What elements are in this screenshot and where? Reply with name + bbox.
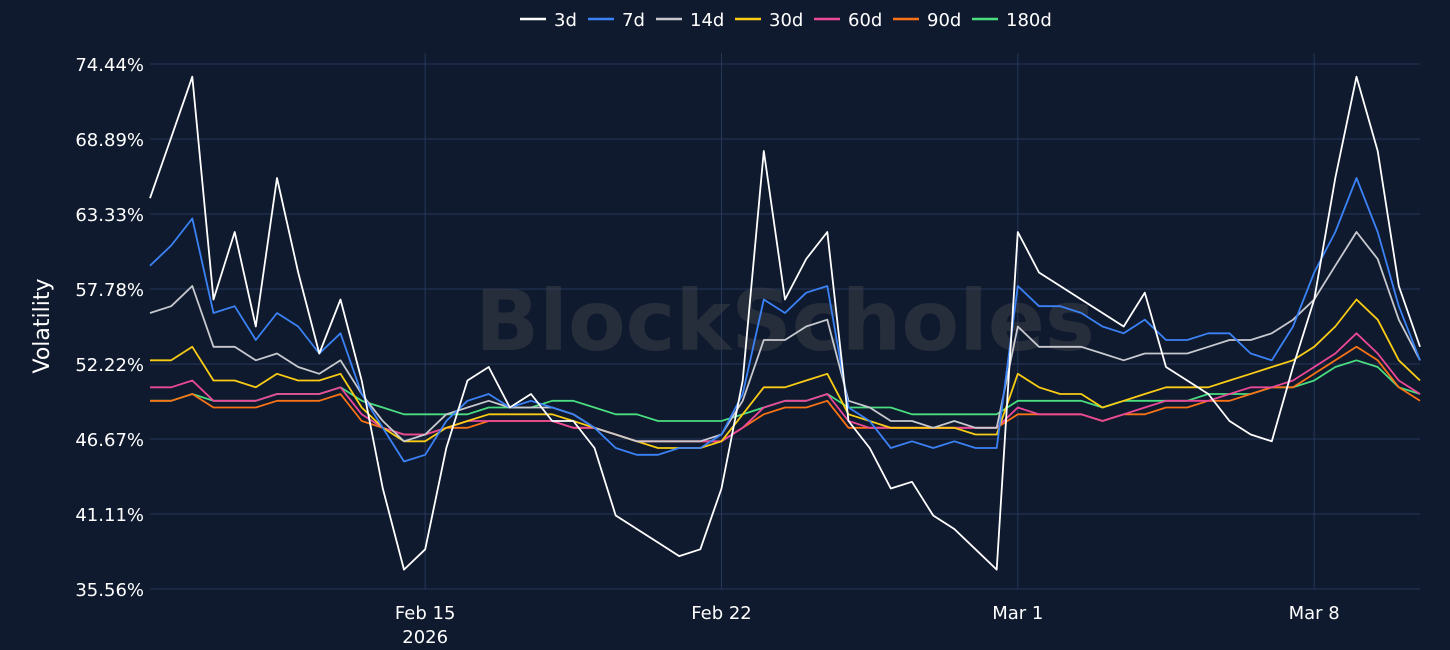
legend-label: 3d — [554, 10, 577, 31]
legend-item-7d[interactable]: 7d — [588, 10, 645, 31]
legend-item-60d[interactable]: 60d — [814, 10, 882, 31]
x-tick-labels: Feb 15 2026 Feb 22 Mar 1 Mar 8 — [395, 603, 1340, 648]
y-tick-label: 68.89% — [75, 130, 144, 151]
x-tick-label: Mar 8 — [1289, 603, 1340, 624]
legend-label: 180d — [1006, 10, 1052, 31]
x-tick-label: Feb 22 — [691, 603, 752, 624]
x-tick-label: Mar 1 — [992, 603, 1043, 624]
series-line-60d — [150, 332, 1421, 443]
y-tick-label: 52.22% — [75, 355, 144, 376]
legend-label: 30d — [769, 10, 803, 31]
y-tick-label: 74.44% — [75, 55, 144, 76]
series-line-3d — [149, 75, 1421, 571]
x-tick-sublabel: 2026 — [402, 627, 448, 648]
legend: 3d 7d 14d 30d 60d 90d 180d — [520, 10, 1052, 31]
legend-label: 90d — [927, 10, 961, 31]
series-line-7d — [149, 177, 1421, 463]
y-tick-label: 46.67% — [75, 430, 144, 451]
y-tick-label: 63.33% — [75, 205, 144, 226]
y-tick-label: 35.56% — [75, 580, 144, 601]
legend-item-30d[interactable]: 30d — [735, 10, 803, 31]
series-line-30d — [150, 298, 1421, 449]
legend-item-14d[interactable]: 14d — [656, 10, 724, 31]
legend-label: 60d — [848, 10, 882, 31]
legend-label: 14d — [690, 10, 724, 31]
y-tick-labels: 74.44% 68.89% 63.33% 57.78% 52.22% 46.67% 41.1… — [75, 55, 144, 601]
legend-item-90d[interactable]: 90d — [893, 10, 961, 31]
watermark-text: BlockScholes — [475, 272, 1095, 370]
series-lines — [149, 75, 1421, 571]
y-tick-label: 41.11% — [75, 505, 144, 526]
legend-label: 7d — [622, 10, 645, 31]
legend-item-3d[interactable]: 3d — [520, 10, 577, 31]
legend-item-180d[interactable]: 180d — [972, 10, 1052, 31]
x-tick-label: Feb 15 — [395, 603, 456, 624]
grid-lines — [150, 53, 1420, 590]
y-tick-label: 57.78% — [75, 280, 144, 301]
y-axis-title: Volatility — [30, 278, 55, 373]
